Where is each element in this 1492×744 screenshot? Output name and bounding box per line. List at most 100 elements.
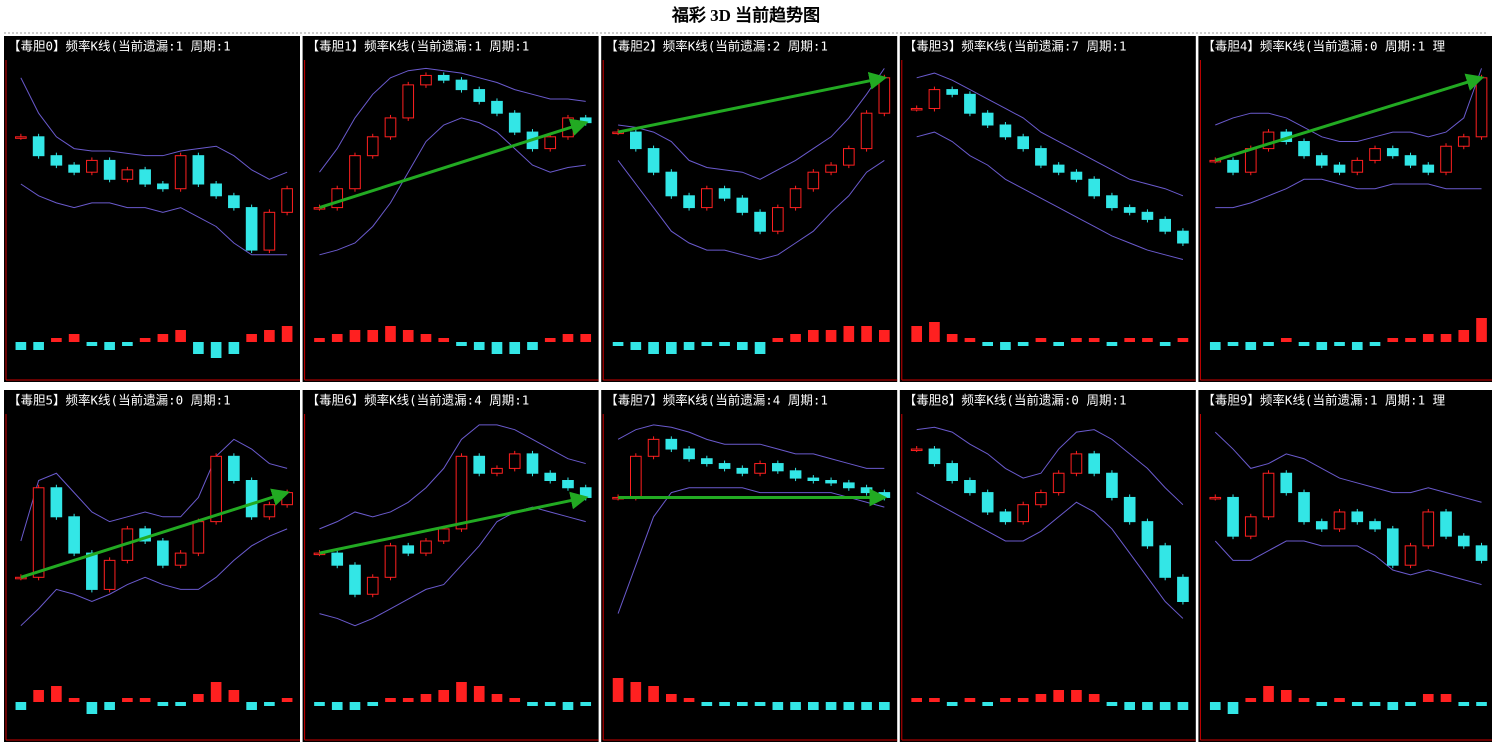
candle	[32, 487, 45, 578]
candle	[1244, 148, 1257, 173]
candle	[1017, 504, 1029, 523]
candle	[192, 155, 205, 185]
macd-bar	[1053, 690, 1064, 702]
macd-bar	[1017, 342, 1029, 346]
macd-bar	[1209, 702, 1221, 710]
band-line	[617, 487, 885, 614]
candle	[103, 159, 116, 180]
candle	[843, 148, 855, 166]
candle	[1141, 211, 1154, 220]
macd-bar	[666, 342, 677, 354]
macd-bar	[1316, 702, 1328, 706]
macd-bar	[1071, 690, 1082, 702]
macd-bar	[1458, 702, 1470, 706]
candle	[860, 487, 873, 494]
macd-bar	[612, 678, 624, 702]
panel-bg	[1198, 36, 1492, 382]
macd-bar	[264, 330, 275, 342]
macd-bar	[1440, 694, 1452, 702]
macd-bar	[175, 702, 186, 706]
candle	[1070, 171, 1083, 180]
candle	[1088, 178, 1100, 197]
macd-bar	[825, 330, 837, 342]
candle	[1159, 218, 1171, 232]
candle	[1404, 155, 1417, 166]
candle	[1262, 472, 1275, 518]
macd-bar	[210, 682, 222, 702]
macd-bar	[509, 342, 521, 354]
macd-bar	[911, 326, 922, 342]
candle	[508, 453, 521, 469]
macd-bar	[719, 342, 730, 346]
candle	[1475, 77, 1488, 138]
candle	[754, 463, 766, 474]
macd-bar	[1017, 698, 1029, 702]
macd-bar	[666, 694, 677, 702]
macd-bar	[331, 334, 343, 342]
candle	[754, 211, 766, 232]
candle	[1088, 453, 1100, 474]
macd-bar	[648, 342, 659, 354]
macd-bar	[438, 690, 450, 702]
candle	[701, 188, 713, 209]
macd-bar	[946, 702, 958, 706]
macd-bar	[790, 702, 801, 710]
panel-title: 【毒胆9】频率K线(当前遗漏:1 周期:1 理	[1202, 393, 1445, 408]
macd-bar	[1088, 338, 1100, 342]
macd-bar	[701, 702, 713, 706]
candle	[15, 136, 27, 139]
band-line	[319, 67, 586, 173]
panel-bg	[1198, 390, 1492, 742]
macd-bar	[1088, 694, 1100, 702]
macd-bar	[175, 330, 186, 342]
panel-title: 【毒胆8】频率K线(当前遗漏:0 周期:1	[904, 393, 1127, 408]
panel-bg	[601, 390, 898, 742]
panel-title: 【毒胆3】频率K线(当前遗漏:7 周期:1	[904, 39, 1127, 54]
candle	[86, 159, 98, 173]
macd-bar	[15, 702, 27, 710]
macd-bar	[544, 338, 556, 342]
macd-bar	[1316, 342, 1328, 350]
band-line	[319, 506, 586, 627]
candle	[1315, 521, 1328, 530]
band-line	[916, 131, 1184, 261]
candle	[843, 482, 855, 489]
macd-bar	[1298, 342, 1310, 346]
macd-bar	[473, 686, 485, 702]
candle	[526, 453, 539, 474]
macd-bar	[1142, 338, 1153, 342]
candle	[50, 155, 63, 166]
macd-bar	[246, 334, 257, 342]
band-line	[617, 424, 885, 469]
candle	[1209, 496, 1222, 500]
candle	[1052, 164, 1065, 173]
macd-bar	[314, 338, 325, 342]
candle	[1177, 230, 1189, 244]
macd-bar	[562, 702, 574, 710]
candle	[647, 148, 660, 173]
band-line	[1215, 68, 1483, 143]
panel-bg	[4, 390, 300, 742]
candle	[1386, 528, 1399, 566]
macd-bar	[68, 698, 80, 702]
candle	[946, 89, 958, 95]
macd-bar	[1053, 342, 1064, 346]
macd-bar	[385, 698, 396, 702]
macd-bar	[879, 330, 890, 342]
candle	[683, 195, 695, 209]
panel-title: 【毒胆1】频率K线(当前遗漏:1 周期:1	[307, 39, 530, 54]
candle	[1035, 492, 1047, 506]
macd-bar	[420, 694, 432, 702]
macd-bar	[491, 342, 503, 354]
candle	[68, 164, 80, 173]
candle	[491, 100, 503, 114]
candle	[139, 169, 151, 185]
band-line	[618, 68, 885, 180]
candle	[1440, 511, 1452, 537]
macd-bar	[1280, 338, 1292, 342]
macd-bar	[51, 338, 62, 342]
candle	[121, 169, 134, 180]
candle	[910, 107, 923, 111]
macd-bar	[438, 338, 450, 342]
band-line	[1215, 178, 1482, 209]
